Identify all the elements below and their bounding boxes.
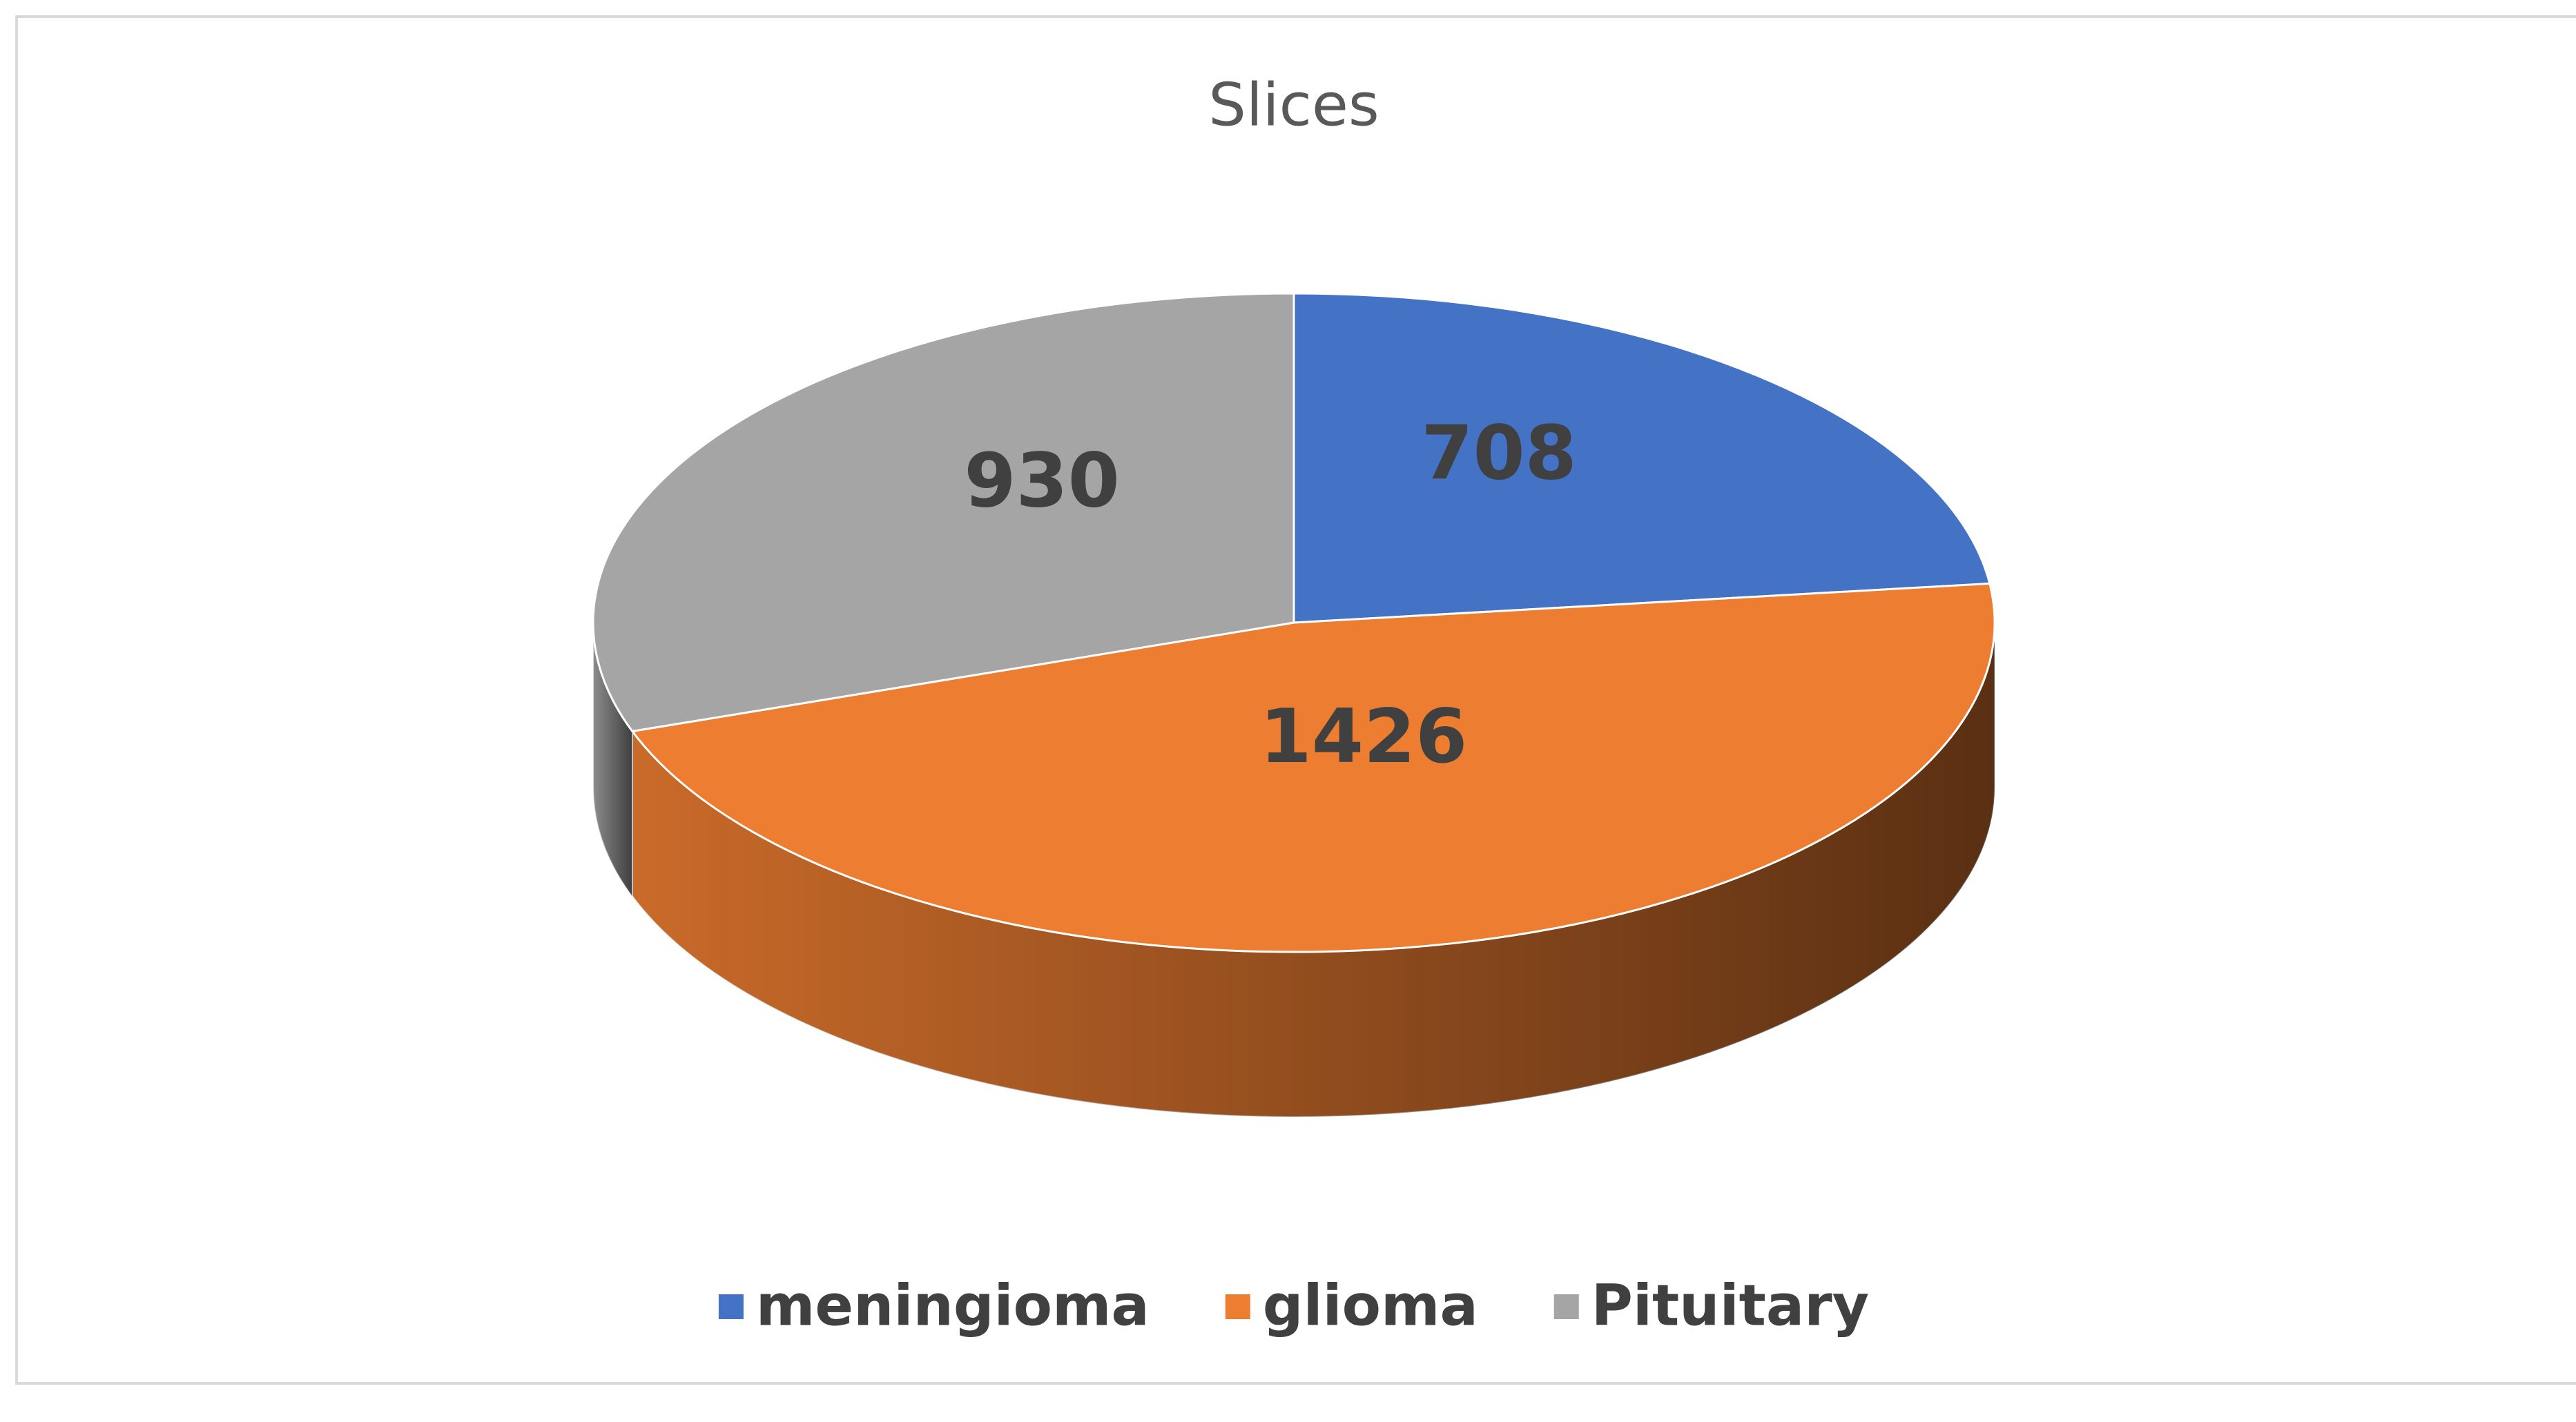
data-label: 1426 [1260, 694, 1468, 780]
slice [1292, 292, 1991, 624]
slice [592, 292, 1295, 733]
legend-label: meningioma [756, 1273, 1150, 1338]
legend-swatch [1553, 1294, 1579, 1319]
side-shade [632, 623, 1995, 1118]
data-label: 930 [964, 438, 1119, 525]
chart-title: Slices [1208, 70, 1379, 139]
side-shade [593, 623, 632, 897]
legend-swatch [718, 1294, 744, 1319]
legend-swatch [1225, 1294, 1250, 1319]
legend-label: glioma [1263, 1273, 1478, 1338]
legend-label: Pituitary [1591, 1273, 1869, 1338]
data-label: 708 [1421, 410, 1576, 496]
